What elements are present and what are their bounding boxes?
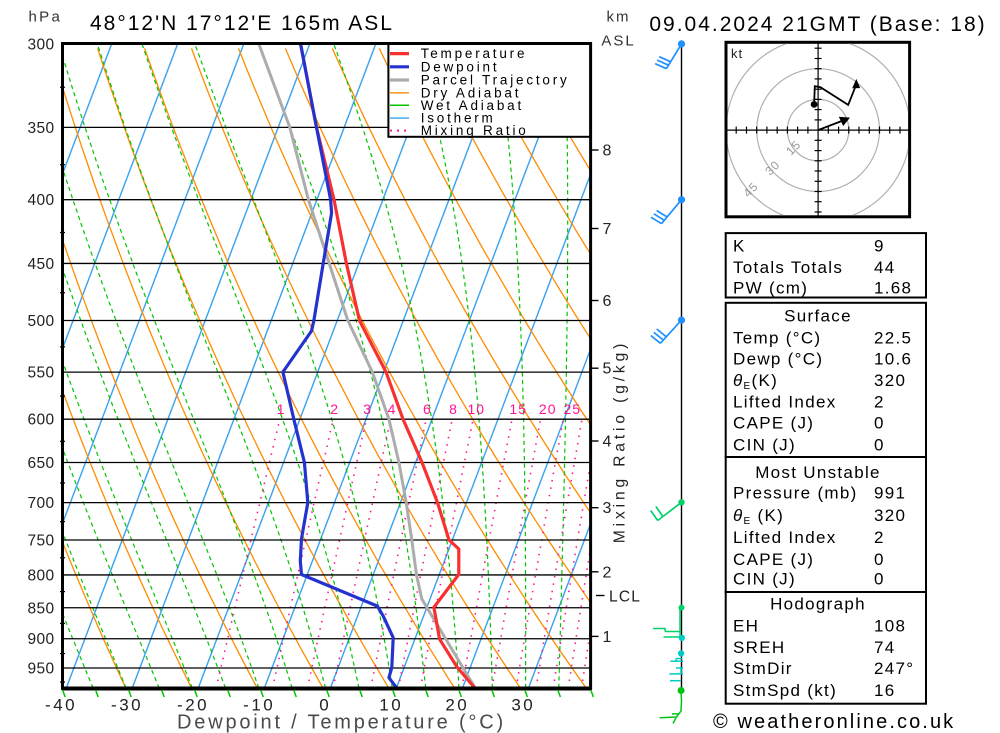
svg-text:600: 600 <box>27 412 54 429</box>
svg-text:700: 700 <box>27 495 54 512</box>
svg-text:3: 3 <box>363 401 372 417</box>
svg-text:StmSpd (kt): StmSpd (kt) <box>733 681 837 700</box>
svg-text:10: 10 <box>379 696 403 715</box>
svg-text:350: 350 <box>27 120 54 137</box>
svg-text:km: km <box>607 9 631 26</box>
svg-text:44: 44 <box>874 258 896 277</box>
svg-text:2: 2 <box>874 528 885 547</box>
svg-text:StmDir: StmDir <box>733 659 793 678</box>
svg-text:Pressure (mb): Pressure (mb) <box>733 484 858 503</box>
svg-text:8: 8 <box>449 401 458 417</box>
svg-text:SREH: SREH <box>733 638 785 657</box>
svg-text:900: 900 <box>27 631 54 648</box>
svg-text:8: 8 <box>603 143 613 160</box>
svg-text:500: 500 <box>27 313 54 330</box>
svg-text:ASL: ASL <box>601 33 635 50</box>
svg-text:-40: -40 <box>45 696 77 715</box>
svg-text:991: 991 <box>874 484 906 503</box>
svg-text:74: 74 <box>874 638 896 657</box>
svg-text:22.5: 22.5 <box>874 329 912 348</box>
svg-text:Dewpoint / Temperature (°C): Dewpoint / Temperature (°C) <box>177 712 506 733</box>
svg-text:0: 0 <box>874 414 885 433</box>
svg-text:K: K <box>733 237 746 256</box>
svg-text:CIN (J): CIN (J) <box>733 436 796 455</box>
svg-text:48°12'N 17°12'E 165m ASL: 48°12'N 17°12'E 165m ASL <box>90 12 394 35</box>
svg-text:20: 20 <box>539 401 557 417</box>
svg-text:4: 4 <box>388 401 397 417</box>
svg-text:Hodograph: Hodograph <box>770 595 866 614</box>
svg-text:Dry Adiabat: Dry Adiabat <box>421 85 522 100</box>
svg-text:5: 5 <box>603 361 613 378</box>
svg-text:θE (K): θE (K) <box>733 506 784 527</box>
svg-text:Temp (°C): Temp (°C) <box>733 329 821 348</box>
svg-text:9: 9 <box>874 237 885 256</box>
svg-text:0: 0 <box>319 696 331 715</box>
svg-text:450: 450 <box>27 256 54 273</box>
svg-text:950: 950 <box>27 661 54 678</box>
svg-text:-30: -30 <box>111 696 143 715</box>
svg-text:16: 16 <box>874 681 896 700</box>
svg-text:650: 650 <box>27 455 54 472</box>
svg-text:30: 30 <box>511 696 535 715</box>
svg-text:Mixing Ratio (g/kg): Mixing Ratio (g/kg) <box>612 340 629 543</box>
svg-text:1: 1 <box>603 629 613 646</box>
svg-text:0: 0 <box>874 550 885 569</box>
svg-text:Surface: Surface <box>784 307 852 326</box>
svg-text:Dewp (°C): Dewp (°C) <box>733 350 823 369</box>
svg-text:Isotherm: Isotherm <box>421 111 496 126</box>
svg-text:0: 0 <box>874 436 885 455</box>
svg-text:4: 4 <box>603 434 613 451</box>
svg-text:3: 3 <box>603 500 613 517</box>
svg-text:25: 25 <box>564 401 582 417</box>
svg-text:108: 108 <box>874 617 906 636</box>
svg-text:0: 0 <box>874 570 885 589</box>
svg-text:750: 750 <box>27 533 54 550</box>
svg-text:© weatheronline.co.uk: © weatheronline.co.uk <box>713 711 955 733</box>
svg-text:Lifted Index: Lifted Index <box>733 392 837 411</box>
svg-text:Dewpoint: Dewpoint <box>421 59 500 74</box>
svg-text:CIN (J): CIN (J) <box>733 570 796 589</box>
svg-text:2: 2 <box>603 564 613 581</box>
svg-text:300: 300 <box>27 37 54 54</box>
svg-text:hPa: hPa <box>29 9 63 26</box>
svg-text:Wet Adiabat: Wet Adiabat <box>421 98 524 113</box>
svg-text:EH: EH <box>733 617 759 636</box>
svg-text:1: 1 <box>277 401 286 417</box>
svg-text:800: 800 <box>27 567 54 584</box>
svg-text:6: 6 <box>423 401 432 417</box>
svg-text:7: 7 <box>603 221 613 238</box>
svg-text:320: 320 <box>874 371 906 390</box>
svg-text:Most Unstable: Most Unstable <box>755 463 881 482</box>
svg-text:Mixing Ratio: Mixing Ratio <box>421 123 529 138</box>
svg-text:247°: 247° <box>874 659 914 678</box>
svg-text:400: 400 <box>27 192 54 209</box>
svg-text:2: 2 <box>330 401 339 417</box>
svg-text:20: 20 <box>445 696 469 715</box>
svg-text:550: 550 <box>27 365 54 382</box>
svg-text:10: 10 <box>468 401 486 417</box>
svg-text:CAPE (J): CAPE (J) <box>733 414 814 433</box>
svg-text:Lifted Index: Lifted Index <box>733 528 837 547</box>
svg-text:θE(K): θE(K) <box>733 371 778 392</box>
svg-text:Temperature: Temperature <box>421 46 528 61</box>
svg-text:-20: -20 <box>177 696 209 715</box>
svg-text:15: 15 <box>509 401 527 417</box>
svg-text:Totals Totals: Totals Totals <box>733 258 843 277</box>
svg-text:1.68: 1.68 <box>874 279 912 298</box>
svg-text:320: 320 <box>874 506 906 525</box>
svg-text:2: 2 <box>874 392 885 411</box>
svg-text:LCL: LCL <box>609 589 641 606</box>
svg-text:CAPE (J): CAPE (J) <box>733 550 814 569</box>
svg-text:PW (cm): PW (cm) <box>733 279 808 298</box>
svg-text:kt: kt <box>731 46 743 61</box>
svg-text:850: 850 <box>27 600 54 617</box>
svg-text:10.6: 10.6 <box>874 350 912 369</box>
svg-text:09.04.2024 21GMT (Base: 18): 09.04.2024 21GMT (Base: 18) <box>649 13 986 36</box>
svg-text:-10: -10 <box>243 696 275 715</box>
svg-text:6: 6 <box>603 293 613 310</box>
svg-text:Parcel Trajectory: Parcel Trajectory <box>421 73 570 88</box>
